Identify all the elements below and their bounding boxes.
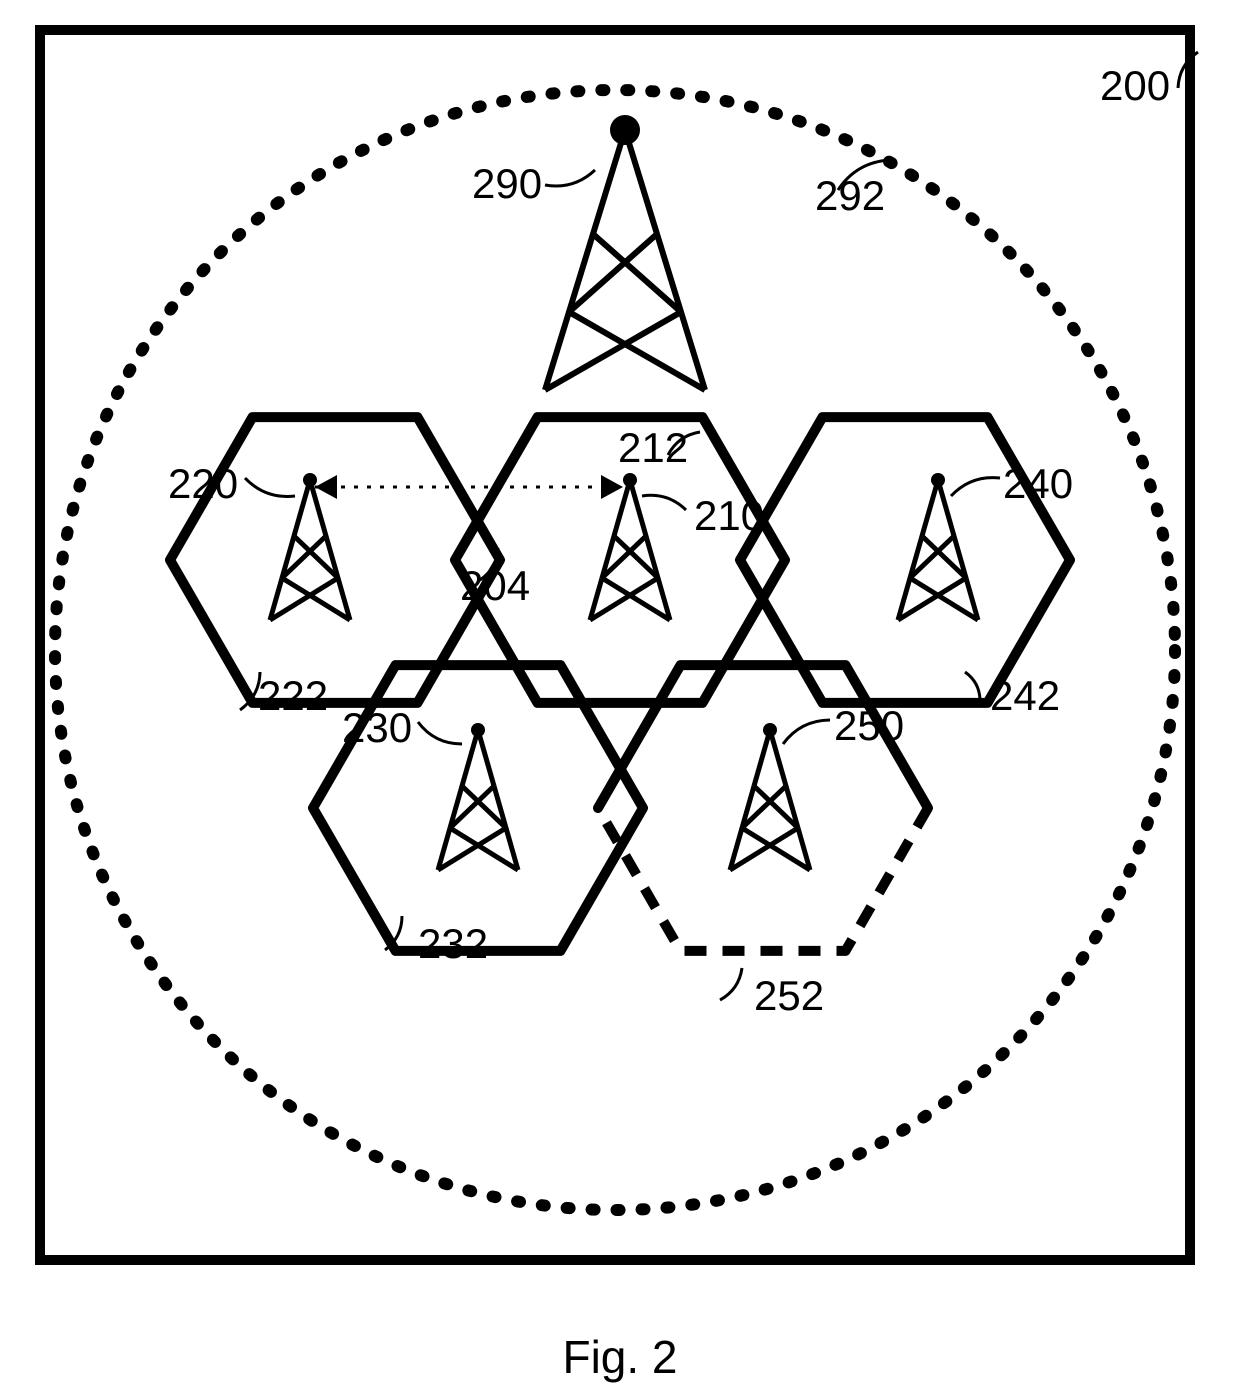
diagram-svg: 200 290 292 204 210212 220 222 230 232 240 242 250 2… [0, 0, 1240, 1387]
ref-label: 230 [342, 704, 412, 751]
figure-page: 200 290 292 204 210212 220 222 230 232 240 242 250 2… [0, 0, 1240, 1387]
tower-icon [438, 723, 518, 870]
ref-label: 220 [168, 460, 238, 507]
leader-line [545, 170, 595, 186]
ref-label: 222 [258, 672, 328, 719]
ref-label: 290 [472, 160, 542, 207]
ref-label: 212 [618, 424, 688, 471]
ref-label: 240 [1003, 460, 1073, 507]
ref-label: 200 [1100, 62, 1170, 109]
ref-label: 252 [754, 972, 824, 1019]
leader-line [720, 968, 742, 1000]
leader-line [783, 720, 830, 744]
leader-line [245, 478, 295, 496]
tower-icon [730, 723, 810, 870]
leader-line [965, 672, 980, 700]
ref-label: 232 [418, 920, 488, 967]
ref-label: 250 [834, 702, 904, 749]
hex-cell-252-dashed [598, 808, 928, 951]
leader-line [642, 495, 686, 510]
ref-label: 204 [460, 562, 530, 609]
arrowhead-right-icon [601, 475, 623, 499]
leader-line [951, 478, 1000, 496]
figure-caption: Fig. 2 [0, 1330, 1240, 1384]
tower-icon [545, 115, 705, 390]
ref-label: 210 [694, 492, 764, 539]
ref-label: 242 [990, 672, 1060, 719]
tower-icon [898, 473, 978, 620]
leader-line [418, 722, 462, 744]
ref-label: 292 [815, 172, 885, 219]
arrowhead-left-icon [315, 475, 337, 499]
